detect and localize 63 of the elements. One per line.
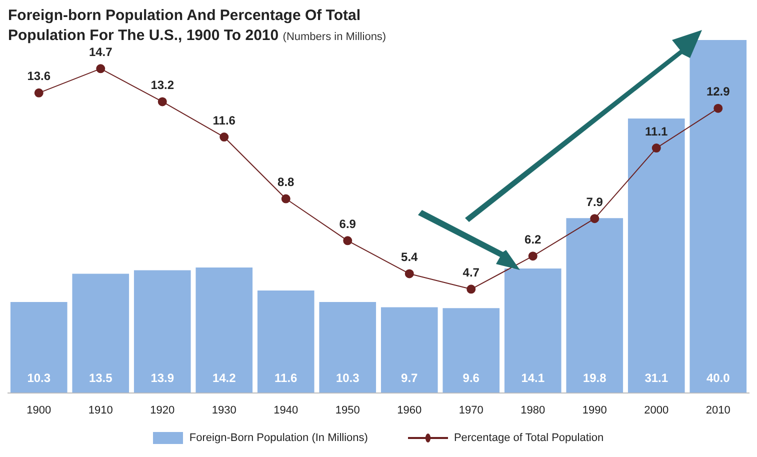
x-tick-label: 1950 <box>335 404 360 416</box>
bar <box>566 218 624 393</box>
bar <box>319 302 376 393</box>
data-label: 7.9 <box>586 194 604 209</box>
bar <box>257 290 314 393</box>
bar <box>380 307 438 393</box>
point <box>34 88 44 98</box>
x-tick-label: 1960 <box>397 404 422 416</box>
point <box>652 144 661 153</box>
data-label: 4.7 <box>462 265 480 280</box>
x-tick-label: 1940 <box>274 404 298 416</box>
data-label: 14.7 <box>88 44 113 59</box>
data-label: 10.3 <box>336 371 360 386</box>
data-label: 11.6 <box>274 371 298 386</box>
data-label: 11.6 <box>212 113 236 128</box>
data-label: 8.8 <box>278 175 295 190</box>
point <box>714 104 723 113</box>
data-label: 13.6 <box>27 69 51 84</box>
point <box>281 194 290 204</box>
point <box>466 284 476 294</box>
data-label: 13.9 <box>150 371 174 386</box>
x-tick-label: 2000 <box>644 404 669 416</box>
data-label: 11.1 <box>645 124 668 138</box>
legend-label: Percentage of Total Population <box>454 432 604 444</box>
data-label: 12.9 <box>706 84 730 99</box>
x-tick-label: 1920 <box>150 404 175 416</box>
point <box>343 236 352 246</box>
x-tick-label: 1970 <box>458 404 484 416</box>
data-label: 10.3 <box>27 371 51 386</box>
data-label: 9.6 <box>462 371 480 386</box>
data-label: 31.1 <box>644 371 668 386</box>
point <box>158 97 167 106</box>
bar <box>628 118 685 393</box>
x-tick-label: 1980 <box>520 404 546 416</box>
x-tick-label: 2010 <box>706 404 730 416</box>
data-label: 19.8 <box>582 371 607 386</box>
bar <box>196 268 253 393</box>
data-label: 13.2 <box>150 78 174 92</box>
point <box>590 214 600 224</box>
data-label: 6.2 <box>524 232 542 246</box>
data-label: 6.9 <box>339 216 356 231</box>
bar <box>134 270 191 393</box>
bar <box>72 274 130 393</box>
data-label: 13.5 <box>88 371 113 386</box>
bar <box>442 308 500 393</box>
x-tick-label: 1930 <box>212 404 236 416</box>
x-tick-label: 1910 <box>88 404 113 416</box>
point <box>528 252 538 261</box>
legend-label: Foreign-Born Population (In Millions) <box>189 432 368 444</box>
point <box>220 132 229 142</box>
data-label: 9.7 <box>401 371 418 386</box>
bar <box>690 40 747 393</box>
bar <box>10 302 68 393</box>
chart-subtitle: (Numbers in Millions) <box>282 31 386 43</box>
point <box>96 64 106 74</box>
x-tick-label: 1990 <box>582 404 607 416</box>
data-label: 5.4 <box>401 250 418 264</box>
point <box>404 269 414 278</box>
x-tick-label: 1900 <box>26 404 52 416</box>
data-label: 14.1 <box>521 371 545 386</box>
data-label: 40.0 <box>706 371 730 386</box>
data-label: 14.2 <box>212 371 236 386</box>
bar <box>504 268 562 393</box>
